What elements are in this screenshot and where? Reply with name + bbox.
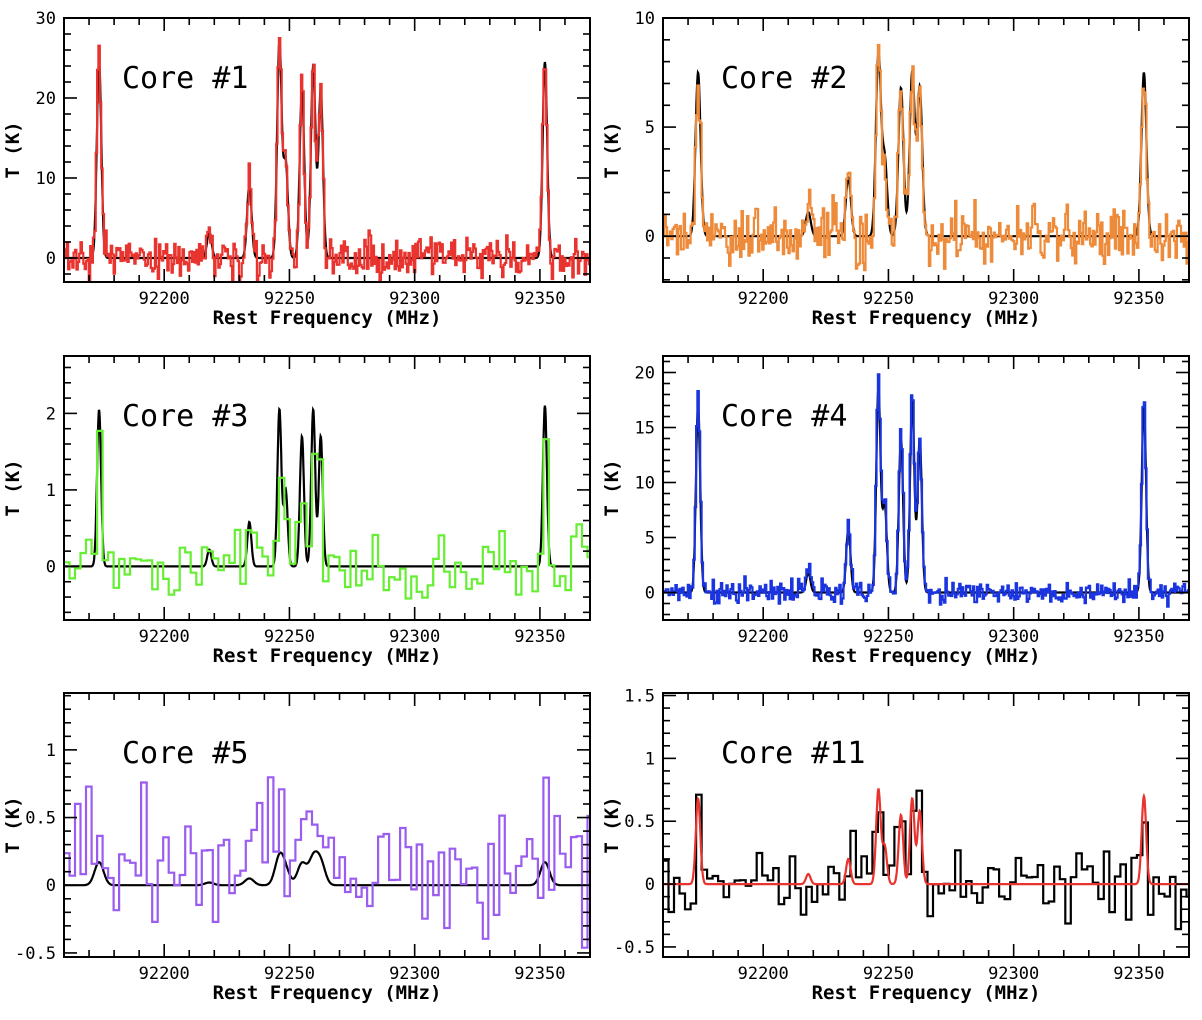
x-tick-label: 92250 [264,289,315,309]
x-axis-label: Rest Frequency (MHz) [812,307,1041,329]
panel-2: 92200 92250 92300 92350 0 5 10 Rest Frequency (… [601,9,1190,329]
x-tick-label: 92200 [139,289,190,309]
plot-frame [63,355,591,621]
panel-title: Core #11 [721,736,866,771]
traces [64,405,590,600]
traces [64,776,590,949]
series-model [663,788,1189,886]
x-tick-label: 92300 [389,289,440,309]
x-tick-label: 92300 [988,627,1039,647]
y-tick-label: 0.5 [25,809,56,829]
x-axis-label: Rest Frequency (MHz) [213,307,442,329]
y-tick-label: 0 [645,227,655,247]
y-axis-label: T (K) [601,796,623,853]
y-tick-label: 1 [645,749,655,769]
y-tick-label: -0.5 [15,944,56,964]
x-tick-label: 92250 [264,964,315,984]
y-tick-label: 0.5 [624,812,655,832]
x-tick-label: 92200 [139,964,190,984]
y-tick-label: 10 [36,169,56,189]
plot-frame [662,692,1190,958]
x-axis-label: Rest Frequency (MHz) [812,982,1041,1004]
x-tick-label: 92200 [738,289,789,309]
y-tick-label: 5 [645,118,655,138]
series-observed [663,789,1189,931]
x-tick-label: 92350 [514,289,565,309]
panel-5: 92200 92250 92300 92350 -0.5 0 0.5 1 Rest Freque… [2,692,591,1004]
x-tick-label: 92300 [389,627,440,647]
x-tick-label: 92250 [863,289,914,309]
plot-frame [63,692,591,958]
y-axis-label: T (K) [2,796,24,853]
series-observed [64,776,590,949]
y-tick-label: 1 [46,741,56,761]
y-tick-label: 0 [645,584,655,604]
x-tick-label: 92250 [863,964,914,984]
x-tick-label: 92350 [1113,964,1164,984]
y-axis-label: T (K) [2,121,24,178]
y-tick-label: 20 [36,89,56,109]
panel-title: Core #3 [122,399,248,434]
panel-title: Core #2 [721,61,847,96]
y-tick-label: 0 [645,875,655,895]
x-tick-label: 92300 [988,289,1039,309]
y-tick-label: 10 [635,9,655,29]
y-tick-label: 0 [46,249,56,269]
x-tick-label: 92350 [514,627,565,647]
x-tick-label: 92350 [1113,289,1164,309]
y-axis-label: T (K) [601,121,623,178]
x-tick-label: 92250 [863,627,914,647]
y-tick-label: 0 [46,557,56,577]
panel-title: Core #4 [721,399,847,434]
x-axis-label: Rest Frequency (MHz) [213,645,442,667]
series-observed [663,43,1189,272]
y-tick-label: 5 [645,529,655,549]
x-tick-label: 92200 [738,964,789,984]
y-tick-label: 2 [46,404,56,424]
y-tick-label: -0.5 [614,938,655,958]
plot-frame [662,355,1190,621]
x-tick-label: 92200 [738,627,789,647]
y-axis-label: T (K) [2,459,24,516]
panel-4: 92200 92250 92300 92350 0 5 10 15 20 Rest Frequen… [601,355,1190,667]
traces [663,43,1189,272]
panel-6: 92200 92250 92300 92350 -0.5 0 0.5 1 1.5 Rest Fre… [601,687,1190,1004]
panel-title: Core #1 [122,61,248,96]
panel-title: Core #5 [122,736,248,771]
y-axis-label: T (K) [601,459,623,516]
x-axis-label: Rest Frequency (MHz) [213,982,442,1004]
traces [663,373,1189,608]
x-tick-label: 92200 [139,627,190,647]
series-observed [64,429,590,600]
plot-frame [662,17,1190,283]
series-observed [64,37,590,282]
x-tick-label: 92250 [264,627,315,647]
x-axis-label: Rest Frequency (MHz) [812,645,1041,667]
traces [64,37,590,282]
series-observed [663,373,1189,608]
x-tick-label: 92350 [514,964,565,984]
y-tick-label: 15 [635,419,655,439]
y-tick-label: 1.5 [624,687,655,707]
y-tick-label: 0 [46,876,56,896]
y-tick-label: 10 [635,474,655,494]
y-tick-label: 1 [46,481,56,501]
x-tick-label: 92300 [389,964,440,984]
y-tick-label: 20 [635,364,655,384]
traces [663,788,1189,931]
panel-3: 92200 92250 92300 92350 0 1 2 Rest Frequency (M… [2,355,591,667]
panel-1: 92200 92250 92300 92350 0 10 20 30 Rest Frequenc… [2,9,591,329]
x-tick-label: 92300 [988,964,1039,984]
y-tick-label: 30 [36,9,56,29]
x-tick-label: 92350 [1113,627,1164,647]
plot-frame [63,17,591,283]
